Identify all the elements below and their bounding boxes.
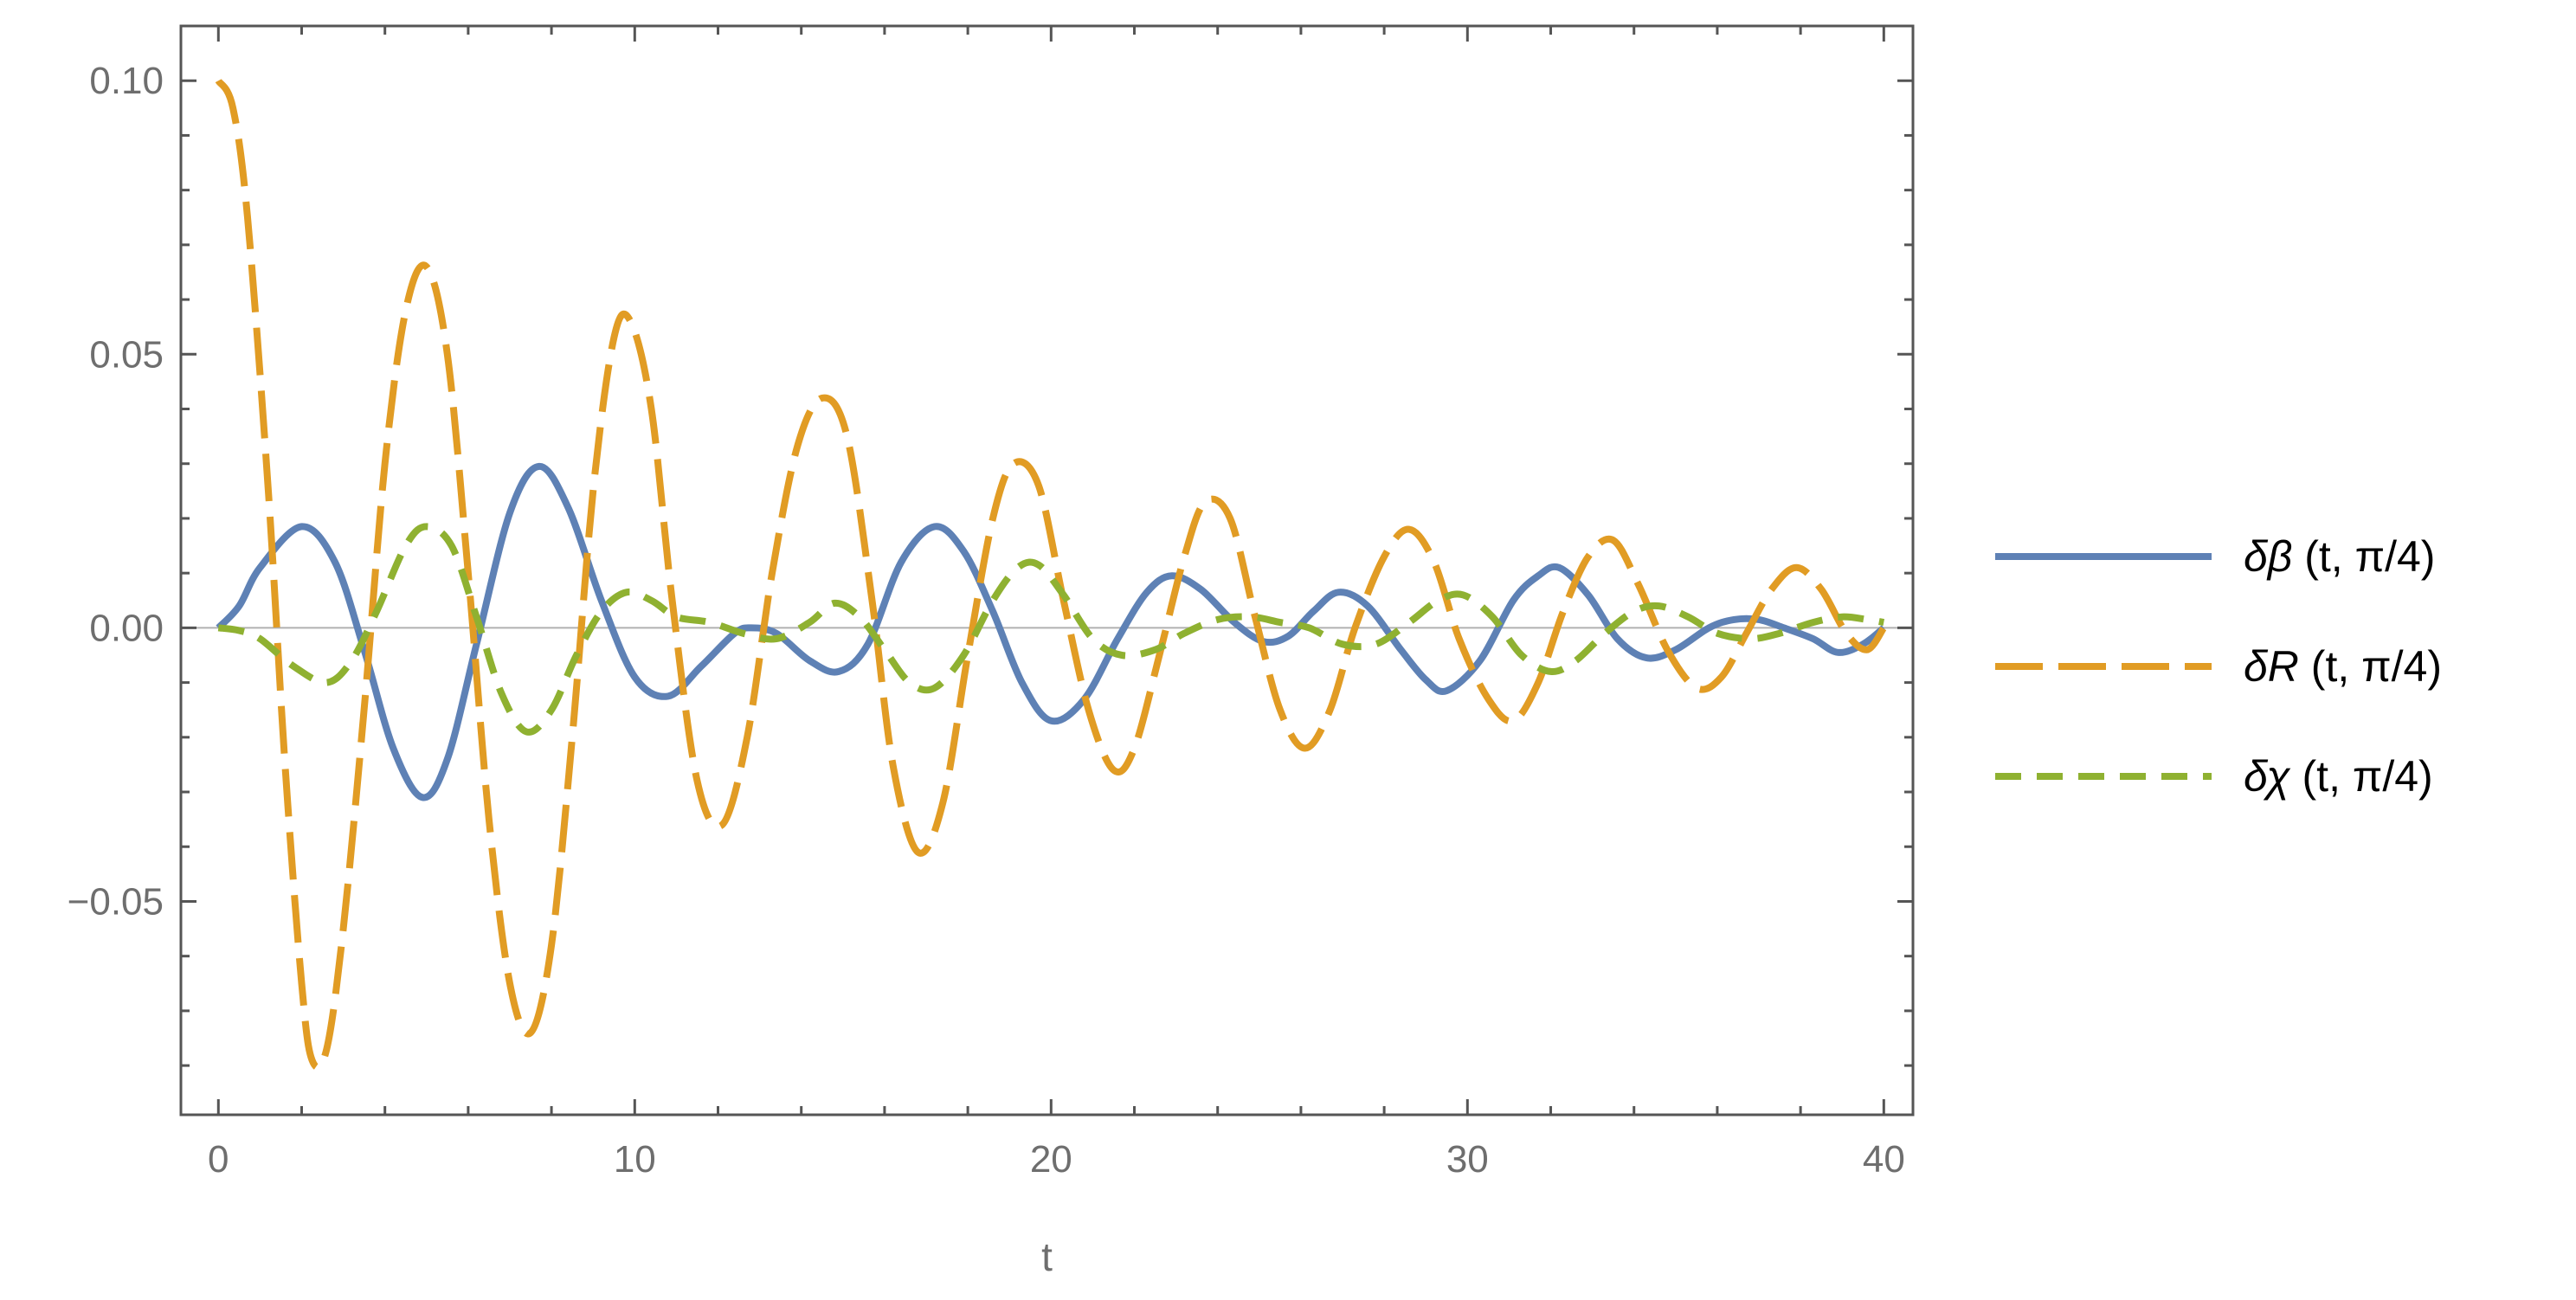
y-tick-label: 0.05 <box>89 333 164 376</box>
y-tick-label: −0.05 <box>68 880 164 923</box>
y-tick-label: 0.00 <box>89 607 164 649</box>
tick-labels-layer: 0 10 20 30 40 −0.05 0.00 0.05 0.10 <box>68 60 1905 1181</box>
x-tick-label: 30 <box>1446 1138 1489 1181</box>
legend-symbol-delta-r: δR <box>2244 642 2299 691</box>
legend-args-delta-r: (t, π/4) <box>2299 642 2442 691</box>
y-tick-label: 0.10 <box>89 60 164 102</box>
legend-symbol-delta-beta: δβ <box>2244 532 2292 581</box>
legend-label-delta-r: δR (t, π/4) <box>2244 642 2442 691</box>
plot-frame <box>179 24 1915 1117</box>
legend-symbol-delta-chi: δχ <box>2244 752 2290 801</box>
series-layer <box>215 78 1887 1071</box>
series-line-delta-beta <box>216 462 1886 801</box>
x-tick-label: 20 <box>1030 1138 1072 1181</box>
legend-label-delta-chi: δχ (t, π/4) <box>2244 752 2433 801</box>
series-line-delta-r <box>215 78 1887 1071</box>
x-tick-label: 10 <box>614 1138 656 1181</box>
x-tick-label: 40 <box>1863 1138 1905 1181</box>
x-axis-title: t <box>1041 1234 1053 1279</box>
x-tick-label: 0 <box>208 1138 229 1181</box>
legend-label-delta-beta: δβ (t, π/4) <box>2244 532 2435 581</box>
series-line-delta-chi <box>217 523 1885 736</box>
legend-args-delta-chi: (t, π/4) <box>2290 752 2433 801</box>
legend-args-delta-beta: (t, π/4) <box>2292 532 2435 581</box>
legend: δβ (t, π/4)δR (t, π/4)δχ (t, π/4) <box>1995 532 2442 801</box>
ticks-layer <box>181 26 1913 1115</box>
